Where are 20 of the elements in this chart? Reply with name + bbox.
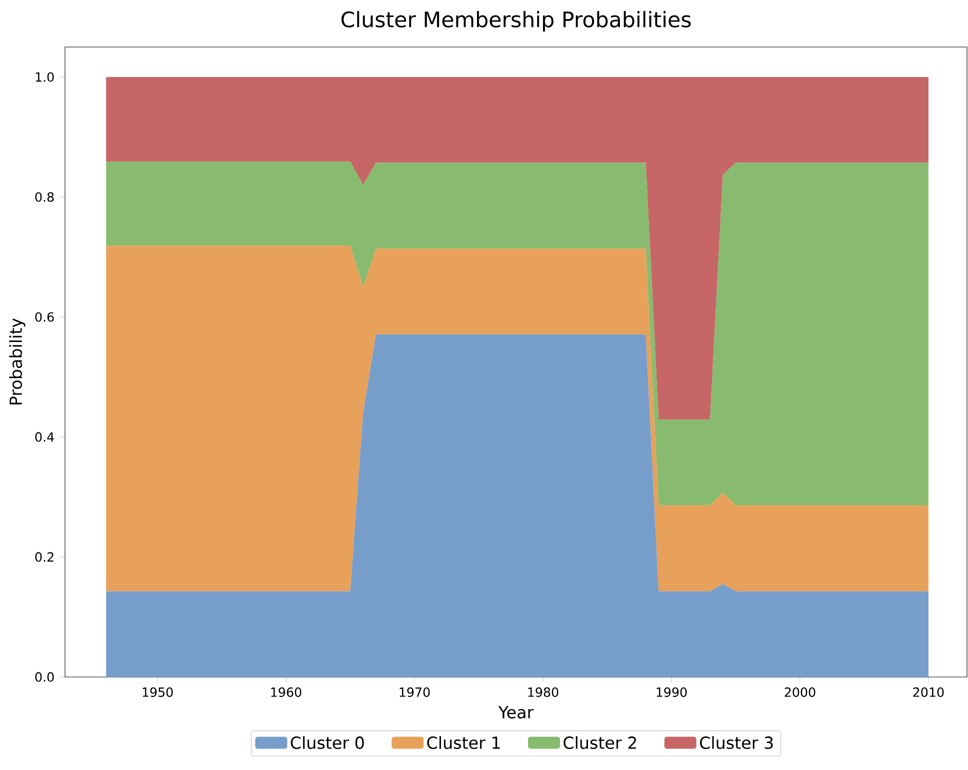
x-axis-title: Year: [498, 706, 534, 718]
y-tick-label: 0.0: [35, 672, 54, 682]
x-tick-label: 1990: [656, 687, 687, 697]
x-tick-label: 1960: [271, 687, 302, 697]
y-axis-title: Probability: [9, 318, 26, 404]
x-tick-label: 1970: [400, 687, 430, 697]
y-tick-label: 0.8: [35, 192, 54, 202]
legend-label: Cluster 2: [564, 736, 636, 750]
chart-title: Cluster Membership Probabilities: [341, 10, 691, 32]
y-tick-label: 0.6: [35, 312, 54, 322]
y-tick-label: 0.2: [35, 552, 54, 562]
legend-label: Cluster 0: [290, 736, 364, 750]
y-tick-label: 1.0: [36, 72, 54, 82]
legend-label: Cluster 1: [427, 736, 500, 750]
x-tick-label: 1950: [142, 687, 173, 697]
x-tick-label: 2000: [784, 687, 816, 697]
x-tick-label: 1980: [528, 687, 558, 697]
y-tick-label: 0.4: [35, 432, 54, 442]
x-tick-label: 2010: [913, 687, 944, 697]
legend-label: Cluster 3: [700, 736, 773, 750]
